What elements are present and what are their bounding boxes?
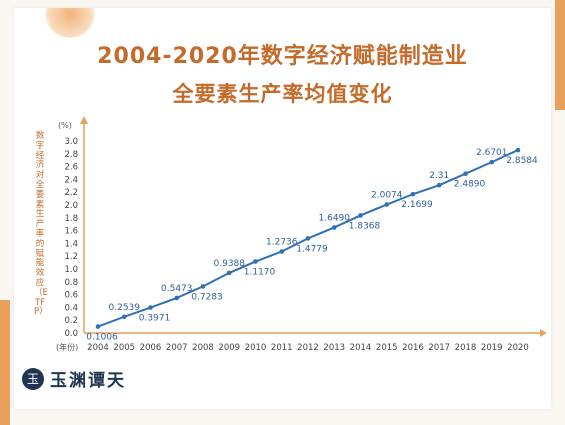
- data-point: [121, 314, 127, 320]
- data-points: [95, 147, 521, 329]
- y-tick-label: 2.4: [64, 175, 78, 185]
- data-point: [279, 249, 285, 254]
- x-tick-label: 2005: [113, 343, 135, 353]
- data-label: 2.6701: [476, 148, 508, 158]
- left-accent-bar: [0, 300, 10, 425]
- chart-card: [14, 8, 551, 409]
- data-label: 1.8368: [349, 221, 381, 231]
- y-tick-label: 0.0: [64, 329, 78, 339]
- y-tick-label: 2.8: [64, 150, 78, 160]
- data-label: 1.4779: [296, 244, 328, 254]
- x-tick-label: 2008: [192, 343, 214, 353]
- x-tick-label: 2007: [166, 343, 188, 353]
- y-tick-label: 2.6: [64, 163, 78, 173]
- brand-name: 玉渊谭天: [50, 371, 126, 391]
- data-point: [148, 305, 153, 310]
- data-point: [463, 171, 468, 177]
- data-point: [200, 284, 206, 289]
- chart-axes: [80, 116, 547, 337]
- y-tick-label: 0.4: [64, 303, 78, 313]
- data-point: [305, 236, 311, 241]
- data-point: [384, 202, 390, 207]
- x-tick-label: 2004: [87, 343, 109, 353]
- data-point: [174, 295, 180, 301]
- data-label: 0.1006: [86, 333, 118, 343]
- data-point: [95, 324, 101, 329]
- x-tick-label: 2014: [350, 343, 372, 353]
- data-point: [410, 191, 416, 197]
- y-tick-label: 1.6: [64, 227, 78, 237]
- data-label: 0.5473: [161, 284, 193, 294]
- y-tick-labels: 0.0 0.2 0.4 0.6 0.8 1.0 1.2 1.4 1.6 1.8 2.0 2.2 2.4 2…: [64, 137, 78, 339]
- x-tick-label: 2010: [245, 343, 267, 353]
- x-tick-label: 2018: [455, 343, 477, 353]
- y-axis-arrow-icon: [80, 116, 88, 124]
- x-tick-label: 2017: [428, 343, 450, 353]
- data-label: 0.3971: [139, 314, 171, 324]
- x-tick-label: 2013: [323, 343, 345, 353]
- x-axis-arrow-icon: [540, 329, 547, 337]
- x-tick-label: 2020: [507, 343, 529, 353]
- data-label: 1.6490: [319, 213, 351, 223]
- data-point: [331, 225, 337, 230]
- x-tick-label: 2016: [402, 343, 424, 353]
- data-point: [436, 182, 442, 188]
- chart-title-line2: 全要素生产率均值变化: [172, 82, 393, 106]
- data-label: 2.31: [429, 171, 449, 181]
- x-tick-label: 2015: [376, 343, 398, 353]
- data-label: 0.7283: [191, 292, 223, 302]
- y-unit-label: (%): [58, 121, 72, 130]
- right-accent-bar: [555, 0, 565, 110]
- y-tick-label: 2.2: [64, 188, 78, 198]
- data-label: 2.4890: [454, 180, 486, 190]
- x-tick-label: 2006: [140, 343, 162, 353]
- x-tick-label: 2009: [218, 343, 240, 353]
- brand-mark-icon: 玉: [22, 367, 44, 390]
- data-label: 1.1170: [244, 268, 276, 278]
- y-tick-label: 1.4: [64, 239, 78, 249]
- y-tick-label: 1.0: [64, 265, 78, 275]
- y-tick-label: 3.0: [64, 137, 78, 147]
- x-tick-labels: 2004 2005 2006 2007 2008 2009 2010 2011 2012 2013…: [87, 343, 529, 353]
- x-tick-label: 2012: [297, 343, 319, 353]
- data-label: 1.2736: [266, 237, 298, 247]
- y-tick-label: 0.2: [64, 316, 78, 326]
- data-label: 2.8584: [506, 156, 538, 166]
- y-axis-label: 数字经济对全要素生产率的赋能效应（ETFP）: [34, 131, 48, 318]
- data-label: 0.2539: [109, 303, 141, 313]
- data-point: [515, 147, 521, 153]
- y-tick-label: 2.0: [64, 201, 78, 211]
- y-tick-label: 0.6: [64, 291, 78, 301]
- brand-logo: 玉 玉渊谭天: [22, 366, 126, 391]
- x-tick-label: 2019: [481, 343, 503, 353]
- y-tick-label: 1.8: [64, 214, 78, 224]
- data-point: [358, 213, 363, 218]
- data-label: 2.1699: [401, 200, 433, 210]
- data-label: 0.9388: [214, 259, 246, 269]
- x-tick-label: 2011: [271, 343, 293, 353]
- chart-title-line1: 2004-2020年数字经济赋能制造业: [97, 44, 468, 69]
- x-unit-label: (年份): [56, 342, 78, 352]
- data-point: [489, 159, 495, 165]
- data-label: 2.0074: [371, 191, 403, 201]
- y-tick-label: 1.2: [64, 252, 78, 262]
- data-point: [253, 259, 258, 264]
- data-point: [226, 270, 232, 276]
- y-tick-label: 0.8: [64, 278, 78, 288]
